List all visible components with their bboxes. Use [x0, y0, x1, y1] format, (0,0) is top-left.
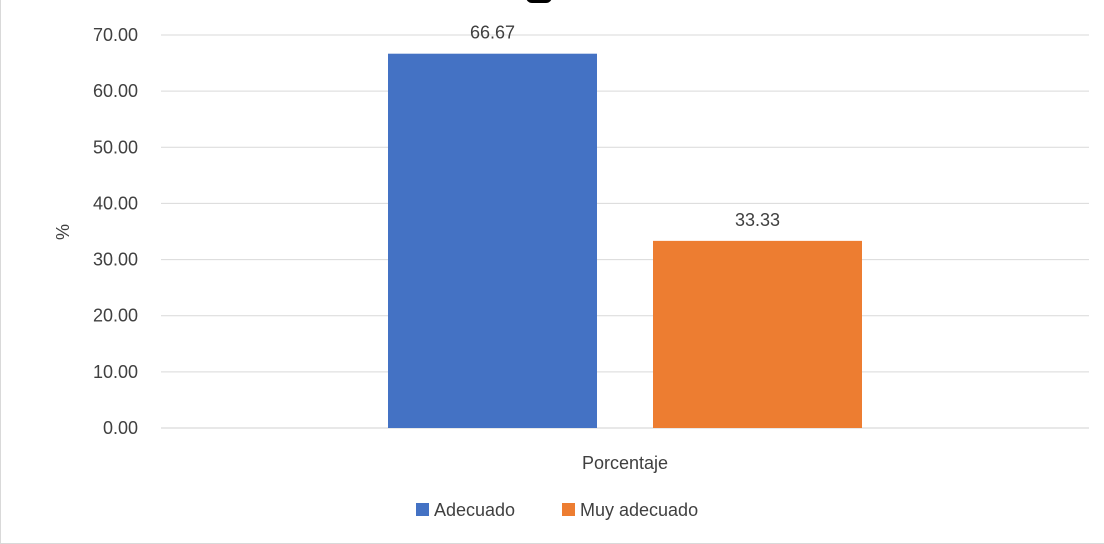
- x-category-label: Porcentaje: [582, 453, 668, 473]
- y-axis-title: %: [53, 224, 73, 240]
- legend-swatch: [416, 503, 429, 516]
- y-tick-label: 70.00: [93, 25, 138, 45]
- chart-title-fragment: [526, 0, 552, 3]
- data-label: 33.33: [735, 210, 780, 230]
- legend-swatch: [562, 503, 575, 516]
- y-tick-label: 30.00: [93, 250, 138, 270]
- legend-label: Muy adecuado: [580, 500, 698, 520]
- bars: [388, 53, 862, 429]
- y-tick-label: 10.00: [93, 362, 138, 382]
- bar-muy-adecuado: [653, 240, 862, 428]
- data-label: 66.67: [470, 23, 515, 43]
- y-tick-label: 20.00: [93, 306, 138, 326]
- y-tick-label: 0.00: [103, 418, 138, 438]
- legend-label: Adecuado: [434, 500, 515, 520]
- y-tick-label: 60.00: [93, 81, 138, 101]
- gridlines: [161, 34, 1089, 429]
- bar-adecuado: [388, 53, 597, 429]
- data-labels: 66.67 33.33: [470, 23, 780, 230]
- y-tick-label: 50.00: [93, 137, 138, 157]
- y-tick-label: 40.00: [93, 193, 138, 213]
- legend: Adecuado Muy adecuado: [416, 500, 698, 520]
- y-axis-ticks: 0.00 10.00 20.00 30.00 40.00 50.00 60.00 70.00: [93, 25, 138, 438]
